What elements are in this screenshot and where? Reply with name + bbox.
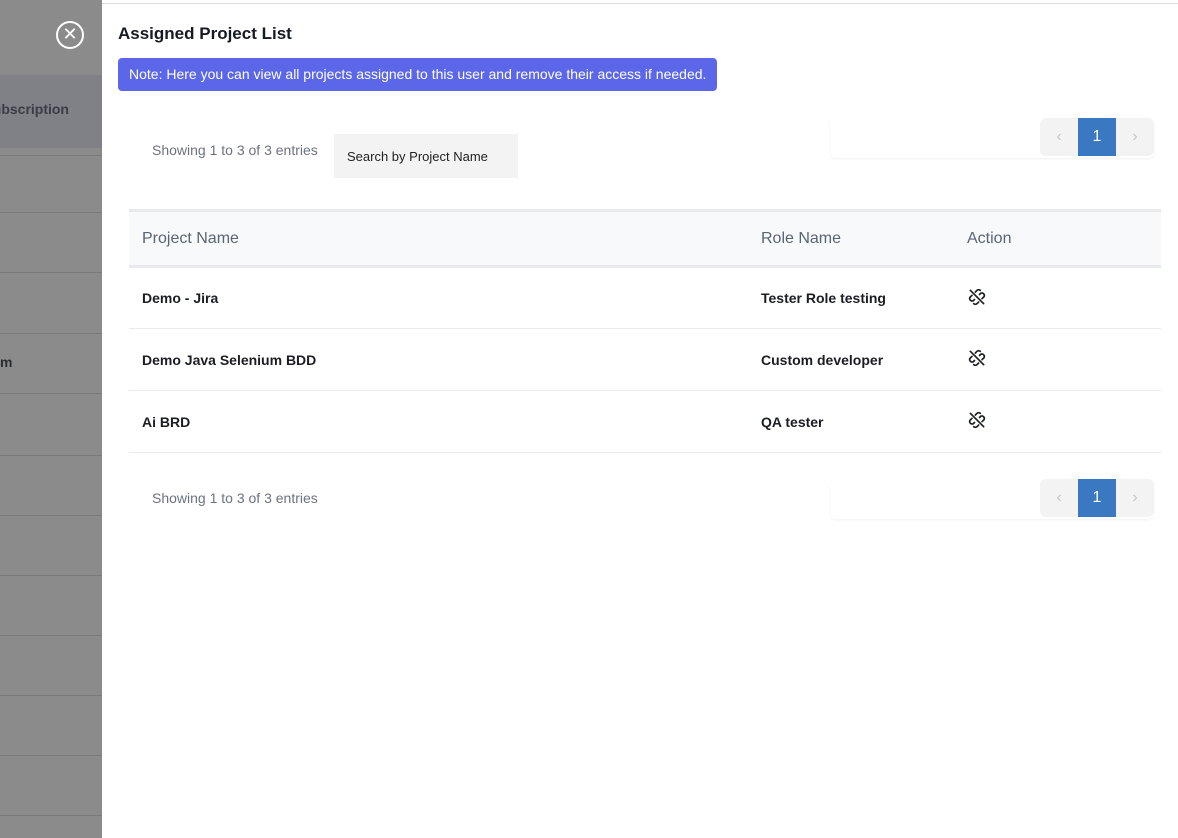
divider	[0, 575, 102, 576]
divider	[0, 695, 102, 696]
divider	[0, 155, 102, 156]
close-icon: ✕	[62, 24, 78, 44]
action-cell	[954, 390, 1161, 453]
divider	[0, 815, 102, 816]
search-input[interactable]	[334, 134, 518, 178]
divider	[0, 455, 102, 456]
divider	[0, 272, 102, 273]
project-name-cell: Ai BRD	[129, 390, 748, 453]
divider	[0, 635, 102, 636]
unlink-icon[interactable]	[967, 410, 987, 430]
page-1-button[interactable]: 1	[1078, 479, 1116, 517]
next-page-button[interactable]: ›	[1132, 489, 1138, 506]
background-header-text: ubscription	[0, 101, 69, 117]
column-project-name: Project Name	[129, 209, 748, 268]
role-name-cell: Tester Role testing	[748, 266, 954, 329]
pagination-bottom: ‹ 1 ›	[830, 479, 1154, 519]
prev-page-button[interactable]: ‹	[1056, 489, 1062, 506]
unlink-icon[interactable]	[967, 287, 987, 307]
background-row-text: m	[0, 354, 13, 370]
role-name-cell: Custom developer	[748, 328, 954, 391]
page-1-button[interactable]: 1	[1078, 118, 1116, 156]
column-role-name: Role Name	[748, 209, 954, 268]
next-page-button[interactable]: ›	[1132, 128, 1138, 145]
background-table-header: ubscription	[0, 75, 102, 148]
entries-info-top: Showing 1 to 3 of 3 entries	[152, 142, 318, 158]
info-note: Note: Here you can view all projects ass…	[118, 58, 718, 91]
divider	[0, 333, 102, 334]
divider	[0, 755, 102, 756]
pagination-top: ‹ 1 ›	[830, 118, 1154, 158]
close-button[interactable]: ✕	[56, 21, 84, 49]
unlink-icon[interactable]	[967, 348, 987, 368]
prev-page-button[interactable]: ‹	[1056, 128, 1062, 145]
table-row: Ai BRD QA tester	[129, 390, 1161, 453]
entries-info-bottom: Showing 1 to 3 of 3 entries	[152, 490, 318, 506]
project-name-cell: Demo - Jira	[129, 266, 748, 329]
backdrop: ubscription m ✕	[0, 0, 102, 838]
role-name-cell: QA tester	[748, 390, 954, 453]
divider	[0, 393, 102, 394]
project-table: Project Name Role Name Action Demo - Jir…	[129, 209, 1161, 453]
action-cell	[954, 266, 1161, 329]
action-cell	[954, 328, 1161, 391]
divider	[0, 212, 102, 213]
panel-title: Assigned Project List	[118, 24, 292, 43]
divider	[0, 515, 102, 516]
project-name-cell: Demo Java Selenium BDD	[129, 328, 748, 391]
table-row: Demo Java Selenium BDD Custom developer	[129, 328, 1161, 391]
table-row: Demo - Jira Tester Role testing	[129, 266, 1161, 329]
assigned-project-panel: Assigned Project List Note: Here you can…	[102, 3, 1178, 838]
column-action: Action	[954, 209, 1161, 268]
